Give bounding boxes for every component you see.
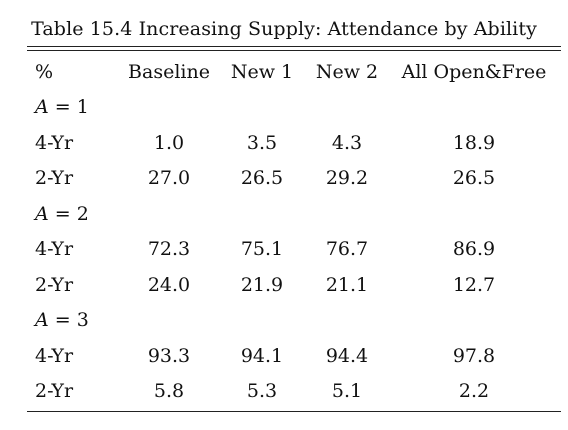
row-label: 2-Yr — [35, 167, 74, 190]
group-variable: A — [35, 96, 49, 119]
cell-new-1: 75.1 — [240, 238, 284, 261]
header-new-1: New 1 — [230, 60, 294, 83]
group-row-a1: A = 1 — [27, 90, 561, 126]
cell-all-open-free: 86.9 — [452, 238, 496, 261]
cell-all-open-free: 12.7 — [452, 273, 496, 296]
table-row: 4-Yr 72.3 75.1 76.7 86.9 — [27, 232, 561, 268]
row-label: 2-Yr — [35, 380, 74, 403]
header-all-open-free: All Open&Free — [401, 60, 547, 83]
row-label: 4-Yr — [35, 238, 74, 261]
cell-new-1: 94.1 — [240, 344, 284, 367]
cell-baseline: 24.0 — [147, 273, 191, 296]
cell-new-1: 3.5 — [246, 131, 278, 154]
table-row: 2-Yr 27.0 26.5 29.2 26.5 — [27, 161, 561, 197]
table-caption: Table 15.4 Increasing Supply: Attendance… — [31, 18, 537, 40]
cell-all-open-free: 26.5 — [452, 167, 496, 190]
row-label: 4-Yr — [35, 344, 74, 367]
bottom-rule — [27, 411, 561, 412]
table-row: 2-Yr 24.0 21.9 21.1 12.7 — [27, 267, 561, 303]
attendance-table: % Baseline New 1 New 2 All Open&Free A =… — [27, 54, 561, 409]
group-label: A = 2 — [27, 196, 121, 232]
cell-baseline: 27.0 — [147, 167, 191, 190]
cell-baseline: 93.3 — [147, 344, 191, 367]
cell-all-open-free: 97.8 — [452, 344, 496, 367]
cell-all-open-free: 2.2 — [458, 380, 490, 403]
top-rule-lower — [27, 50, 561, 51]
cell-new-2: 94.4 — [325, 344, 369, 367]
row-label: 4-Yr — [35, 131, 74, 154]
group-row-a2: A = 2 — [27, 196, 561, 232]
group-variable: A — [35, 202, 49, 225]
cell-new-1: 26.5 — [240, 167, 284, 190]
group-equals: = 1 — [48, 96, 89, 119]
row-label: 2-Yr — [35, 273, 74, 296]
cell-all-open-free: 18.9 — [452, 131, 496, 154]
cell-baseline: 72.3 — [147, 238, 191, 261]
header-baseline: Baseline — [128, 60, 210, 83]
header-row: % Baseline New 1 New 2 All Open&Free — [27, 54, 561, 90]
table-row: 4-Yr 1.0 3.5 4.3 18.9 — [27, 125, 561, 161]
group-label: A = 1 — [27, 90, 121, 126]
header-unit: % — [35, 60, 54, 83]
table-row: 2-Yr 5.8 5.3 5.1 2.2 — [27, 374, 561, 410]
cell-new-1: 5.3 — [246, 380, 278, 403]
top-rule-upper — [27, 46, 561, 47]
group-row-a3: A = 3 — [27, 303, 561, 339]
cell-new-1: 21.9 — [240, 273, 284, 296]
group-equals: = 2 — [48, 202, 89, 225]
cell-new-2: 4.3 — [331, 131, 363, 154]
cell-new-2: 5.1 — [331, 380, 363, 403]
cell-new-2: 21.1 — [325, 273, 369, 296]
cell-new-2: 29.2 — [325, 167, 369, 190]
group-variable: A — [35, 309, 49, 332]
table-row: 4-Yr 93.3 94.1 94.4 97.8 — [27, 338, 561, 374]
header-new-2: New 2 — [315, 60, 379, 83]
cell-baseline: 1.0 — [153, 131, 185, 154]
cell-baseline: 5.8 — [153, 380, 185, 403]
cell-new-2: 76.7 — [325, 238, 369, 261]
group-equals: = 3 — [48, 309, 89, 332]
group-label: A = 3 — [27, 303, 121, 339]
